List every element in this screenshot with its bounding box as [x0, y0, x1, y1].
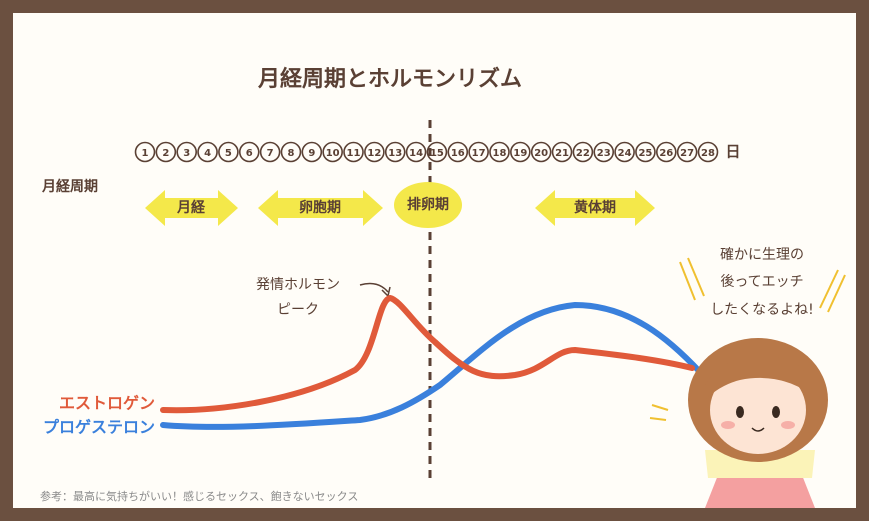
day-circle: [176, 141, 198, 163]
day-circle: [384, 141, 406, 163]
speech-line: 後ってエッチ: [720, 274, 803, 290]
day-number: 25: [638, 148, 652, 159]
day-circle: [322, 141, 343, 163]
day-number: 16: [451, 148, 465, 159]
day-circle: [468, 141, 489, 163]
day-number: 19: [513, 148, 527, 159]
day-number: 20: [534, 148, 548, 159]
day-circle: [259, 141, 281, 163]
annotation: 発情ホルモン: [256, 277, 340, 293]
day-circle: [364, 141, 385, 163]
day-number: 23: [597, 148, 611, 159]
day-number: 2: [162, 148, 169, 159]
day-circle: [343, 141, 364, 163]
phase-label: 月経: [176, 199, 206, 216]
day-circle: [280, 141, 302, 163]
day-number: 9: [308, 148, 315, 159]
day-number: 8: [287, 148, 294, 159]
emphasis-lines: [649, 257, 846, 421]
day-unit: 日: [725, 143, 740, 161]
day-circle: [697, 141, 719, 163]
day-circle: [426, 141, 448, 163]
day-number: 7: [267, 148, 274, 159]
day-number: 6: [246, 148, 253, 159]
speech-line: 確かに生理の: [720, 247, 804, 263]
title: 月経周期とホルモンリズム: [257, 66, 522, 92]
phase-arrow: [535, 190, 655, 226]
day-circle: [530, 141, 552, 163]
day-circle: [197, 141, 218, 163]
day-number: 24: [618, 148, 632, 159]
girl-illustration: [688, 338, 828, 508]
day-number: 21: [555, 148, 569, 159]
day-circle: [238, 141, 260, 163]
day-circle: [614, 141, 635, 163]
day-number: 4: [204, 148, 211, 159]
phase-label: 排卵期: [407, 196, 449, 213]
day-circle: [655, 141, 677, 163]
speech-line: したくなるよね!: [710, 302, 814, 318]
day-number: 11: [347, 148, 361, 159]
phase-arrow: [145, 190, 238, 226]
phase-label: 卵胞期: [299, 199, 341, 216]
day-circle: [510, 141, 531, 163]
day-circle: [218, 141, 239, 163]
legend-entry: エストロゲン: [59, 394, 155, 413]
day-circle: [155, 141, 177, 163]
row-label: 月経周期: [41, 178, 98, 195]
estrogen-curve: [160, 294, 695, 414]
day-number: 1: [142, 148, 149, 159]
day-circle: [572, 141, 594, 163]
day-circle: [551, 141, 573, 163]
day-number: 22: [576, 148, 590, 159]
day-circle: [301, 141, 323, 163]
day-number: 5: [225, 148, 232, 159]
day-circle: [405, 141, 427, 163]
day-number: 10: [326, 148, 340, 159]
legend-entry: プロゲステロン: [43, 418, 155, 437]
footer: 参考：最高に気持ちがいい！感じるセックス、飽きないセックス: [40, 489, 358, 503]
annotation: ピーク: [277, 302, 319, 318]
day-number: 18: [493, 148, 507, 159]
progesterone-curve: [160, 301, 703, 430]
day-row: 1 2 3 4 5 6 7 8 9 10 11 12 13 14 15 16 17 18 19 20 21 22 23 24 2…: [134, 141, 719, 163]
day-number: 28: [701, 148, 715, 159]
day-number: 12: [367, 148, 381, 159]
phase-oval: [394, 182, 462, 228]
day-number: 17: [472, 148, 486, 159]
day-number: 15: [430, 148, 444, 159]
day-circle: [593, 141, 615, 163]
day-circle: [635, 141, 656, 163]
day-circle: [447, 141, 469, 163]
day-number: 13: [388, 148, 402, 159]
day-circle: [134, 141, 156, 163]
phase-arrow: [258, 190, 383, 226]
day-number: 27: [680, 148, 694, 159]
day-number: 14: [409, 148, 423, 159]
day-number: 3: [183, 148, 190, 159]
day-circle: [489, 141, 510, 163]
day-circle: [676, 141, 698, 163]
phase-label: 黄体期: [574, 199, 616, 216]
day-number: 26: [659, 148, 673, 159]
